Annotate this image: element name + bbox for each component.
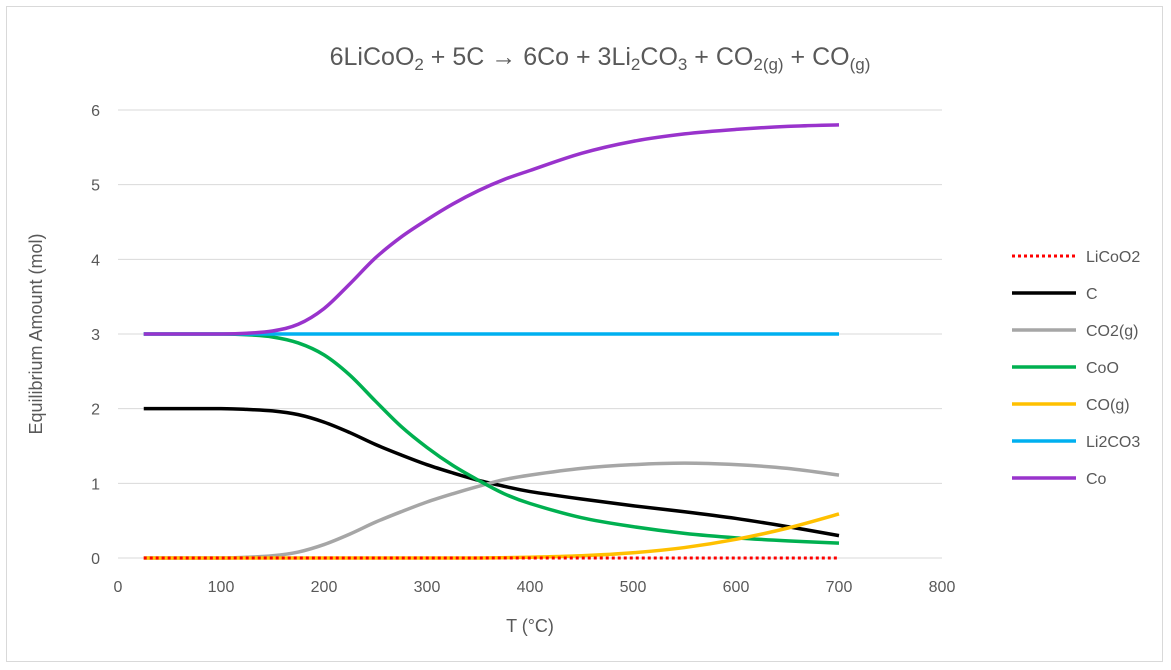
y-tick-label: 6 [91, 103, 100, 120]
title-segment: + CO [687, 43, 753, 71]
legend-label: CO(g) [1086, 397, 1130, 414]
legend-label: Co [1086, 471, 1107, 488]
title-segment: + 5C → 6Co + 3Li [424, 43, 631, 71]
y-tick-label: 3 [91, 327, 100, 344]
x-tick-label: 200 [311, 579, 338, 596]
x-tick-label: 100 [208, 579, 235, 596]
title-subscript: (g) [850, 55, 871, 74]
title-subscript: 2 [631, 55, 640, 74]
y-tick-label: 2 [91, 402, 100, 419]
title-subscript: 2 [414, 55, 423, 74]
title-segment: 6LiCoO [330, 43, 415, 71]
x-tick-label: 500 [620, 579, 647, 596]
legend-label: LiCoO2 [1086, 249, 1140, 266]
series-line-c [143, 406, 840, 538]
legend-label: CoO [1086, 360, 1119, 377]
x-tick-label: 800 [929, 579, 956, 596]
x-tick-label: 300 [414, 579, 441, 596]
series-line-co2-g [143, 461, 840, 560]
title-subscript: 3 [678, 55, 687, 74]
y-axis-title: Equilibrium Amount (mol) [26, 233, 46, 434]
series-line-co [143, 123, 840, 336]
x-tick-label: 700 [826, 579, 853, 596]
legend-label: C [1086, 286, 1098, 303]
y-tick-label: 0 [91, 551, 100, 568]
y-tick-label: 5 [91, 178, 100, 195]
x-axis-title: T (°C) [506, 616, 554, 636]
x-tick-label: 400 [517, 579, 544, 596]
grid-lines [118, 109, 942, 484]
title-segment: CO [640, 43, 678, 71]
x-tick-label: 0 [114, 579, 123, 596]
legend-label: Li2CO3 [1086, 434, 1140, 451]
series-line-coo [143, 332, 840, 545]
x-tick-label: 600 [723, 579, 750, 596]
chart-title: 6LiCoO2 + 5C → 6Co + 3Li2CO3 + CO2(g) + … [330, 43, 871, 74]
legend-label: CO2(g) [1086, 323, 1138, 340]
legend: LiCoO2 C CO2(g) CoO CO(g) Li2CO3 Co [1012, 249, 1140, 488]
tick-labels: 0 1 2 3 4 5 6 0 100 200 300 400 500 600 700 800 [91, 103, 955, 596]
y-tick-label: 1 [91, 476, 100, 493]
title-subscript: 2(g) [753, 55, 783, 74]
y-tick-label: 4 [91, 252, 100, 269]
title-segment: + CO [784, 43, 850, 71]
series-lines [143, 123, 840, 560]
